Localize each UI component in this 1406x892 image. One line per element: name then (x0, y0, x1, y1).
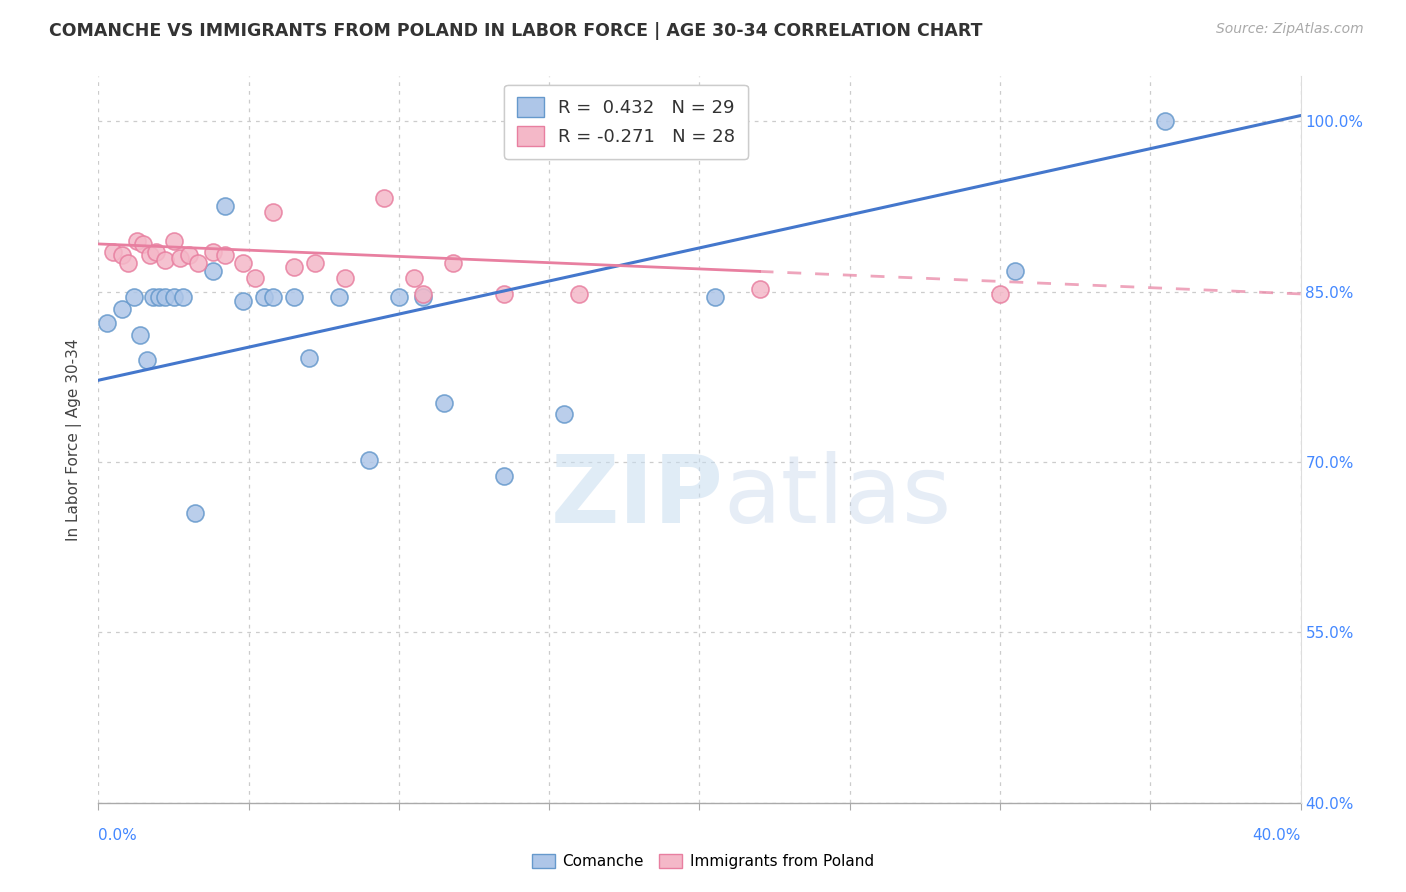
Point (357, 452, 380, 467)
Point (172, 290, 194, 304)
Text: 0.0%: 0.0% (98, 828, 138, 843)
Text: ZIP: ZIP (551, 451, 724, 543)
Point (433, 396, 456, 410)
Point (373, 192, 395, 206)
Text: atlas: atlas (724, 451, 952, 543)
Point (124, 290, 146, 304)
Text: 40.0%: 40.0% (1253, 828, 1301, 843)
Point (613, 114, 636, 128)
Point (553, 407, 575, 421)
Point (111, 248, 134, 262)
Point (201, 244, 224, 259)
Point (117, 256, 139, 270)
Point (262, 290, 284, 304)
Point (748, 282, 770, 296)
Point (145, 244, 167, 259)
Point (153, 290, 176, 304)
Point (494, 287, 516, 301)
Point (304, 256, 326, 270)
Point (214, 248, 236, 262)
Point (141, 290, 163, 304)
Point (441, 256, 464, 270)
Point (148, 290, 170, 304)
Point (333, 271, 356, 285)
Point (183, 506, 205, 520)
Point (201, 264, 224, 278)
Point (177, 248, 200, 262)
Point (412, 290, 434, 304)
Point (96, 317, 118, 331)
Point (703, 290, 725, 304)
Point (138, 248, 160, 262)
Point (253, 290, 276, 304)
Point (169, 251, 191, 265)
Point (187, 256, 209, 270)
Point (232, 293, 254, 308)
Point (127, 234, 149, 248)
Point (243, 271, 266, 285)
Point (162, 290, 184, 304)
Point (283, 290, 305, 304)
Point (129, 327, 152, 342)
Text: Source: ZipAtlas.com: Source: ZipAtlas.com (1216, 22, 1364, 37)
Point (988, 287, 1011, 301)
Point (214, 199, 236, 213)
Legend: Comanche, Immigrants from Poland: Comanche, Immigrants from Poland (526, 847, 880, 875)
Point (328, 290, 350, 304)
Text: COMANCHE VS IMMIGRANTS FROM POLAND IN LABOR FORCE | AGE 30-34 CORRELATION CHART: COMANCHE VS IMMIGRANTS FROM POLAND IN LA… (49, 22, 983, 40)
Point (298, 351, 321, 365)
Y-axis label: In Labor Force | Age 30-34: In Labor Force | Age 30-34 (66, 338, 83, 541)
Point (135, 352, 157, 367)
Point (1154, 114, 1177, 128)
Point (1004, 264, 1026, 278)
Point (162, 234, 184, 248)
Legend: R =  0.432   N = 29, R = -0.271   N = 28: R = 0.432 N = 29, R = -0.271 N = 28 (505, 85, 748, 159)
Point (103, 244, 125, 259)
Point (494, 468, 516, 483)
Point (568, 287, 591, 301)
Point (111, 301, 134, 316)
Point (402, 271, 425, 285)
Point (232, 256, 254, 270)
Point (388, 290, 411, 304)
Point (412, 287, 434, 301)
Point (153, 252, 176, 267)
Point (132, 236, 155, 251)
Point (262, 205, 284, 219)
Point (283, 260, 305, 274)
